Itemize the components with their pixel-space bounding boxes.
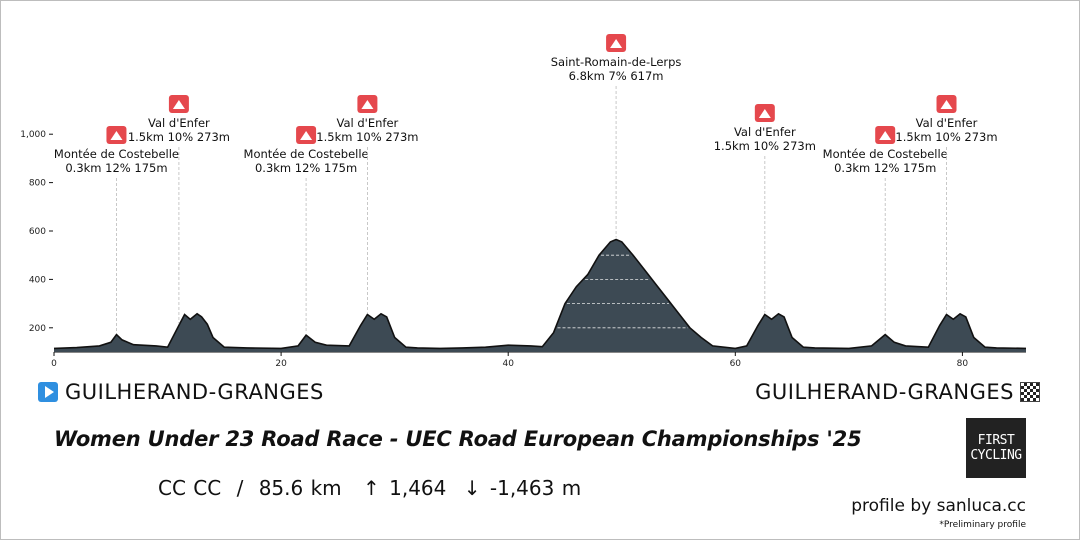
mountain-icon-shape [361,100,374,109]
mountain-icon-shape [110,131,123,140]
mountain-icon [357,95,378,113]
x-tick-label: 0 [51,359,57,369]
stats-line: CC CC / 85.6 km ↑ 1,464 ↓ -1,463 m [158,476,581,500]
elevation-profile-chart: 0 20 40 60 80 200 400 600 800 1,000 Montée de Cos… [20,34,1027,369]
logo-line-1: FIRST [977,433,1015,448]
mountain-icon [875,126,896,144]
climb-name: Saint-Romain-de-Lerps [551,55,682,69]
elevation-area [54,239,1026,352]
mountain-icon [296,126,317,144]
mountain-icon-shape [610,39,623,48]
y-tick-label: 200 [29,324,46,334]
x-tick-label: 80 [957,359,969,369]
mountain-icon [168,95,189,113]
x-tick-label: 60 [730,359,742,369]
mountain-icon-shape [758,109,771,118]
climb-stats: 0.3km 12% 175m [834,161,936,175]
start-location-label: GUILHERAND-GRANGES [65,380,324,404]
elevation-line [53,238,1027,350]
finish-location: GUILHERAND-GRANGES [755,380,1040,404]
mountain-icon-shape [940,100,953,109]
climb-name: Val d'Enfer [734,125,796,139]
climb-stats: 0.3km 12% 175m [255,161,357,175]
ascent-value: 1,464 [389,476,447,500]
finish-location-label: GUILHERAND-GRANGES [755,380,1014,404]
profile-credit: profile by sanluca.cc [851,496,1026,516]
climb-name: Val d'Enfer [148,116,210,130]
y-tick-label: 1,000 [20,130,46,140]
firstcycling-logo: FIRST CYCLING [966,418,1026,478]
climb-name: Val d'Enfer [916,116,978,130]
classification-label: CC CC [158,476,222,500]
climb-name: Montée de Costebelle [244,147,369,161]
race-title: Women Under 23 Road Race - UEC Road Euro… [54,427,862,451]
x-tick-label: 20 [275,359,287,369]
distance-value: 85.6 km [258,476,342,500]
descent-arrow-icon: ↓ [463,476,481,500]
climb-stats: 1.5km 10% 273m [128,130,230,144]
descent-value: -1,463 m [489,476,582,500]
climb-stats: 1.5km 10% 273m [714,139,816,153]
logo-line-2: CYCLING [970,448,1022,463]
checkered-flag-icon [1020,382,1040,402]
mountain-icon-shape [879,131,892,140]
mountain-icon [754,104,775,122]
climb-name: Montée de Costebelle [823,147,948,161]
area-layer [53,238,1027,352]
play-icon [38,382,58,402]
x-tick-label: 40 [502,359,514,369]
preliminary-note: *Preliminary profile [939,520,1026,530]
mountain-icon-shape [172,100,185,109]
climb-stats: 1.5km 10% 273m [316,130,418,144]
start-location: GUILHERAND-GRANGES [38,380,324,404]
climb-stats: 1.5km 10% 273m [895,130,997,144]
mountain-icon [606,34,627,52]
mountain-icon [936,95,957,113]
y-tick-label: 600 [29,227,46,237]
ascent-arrow-icon: ↑ [363,476,380,500]
climb-name: Montée de Costebelle [54,147,179,161]
climb-name: Val d'Enfer [337,116,399,130]
y-tick-label: 800 [29,179,46,189]
mountain-icon-shape [300,131,313,140]
climb-stats: 6.8km 7% 617m [569,69,664,83]
y-tick-label: 400 [29,275,46,285]
climb-stats: 0.3km 12% 175m [65,161,167,175]
stats-separator: / [236,476,244,500]
mountain-icon [106,126,127,144]
